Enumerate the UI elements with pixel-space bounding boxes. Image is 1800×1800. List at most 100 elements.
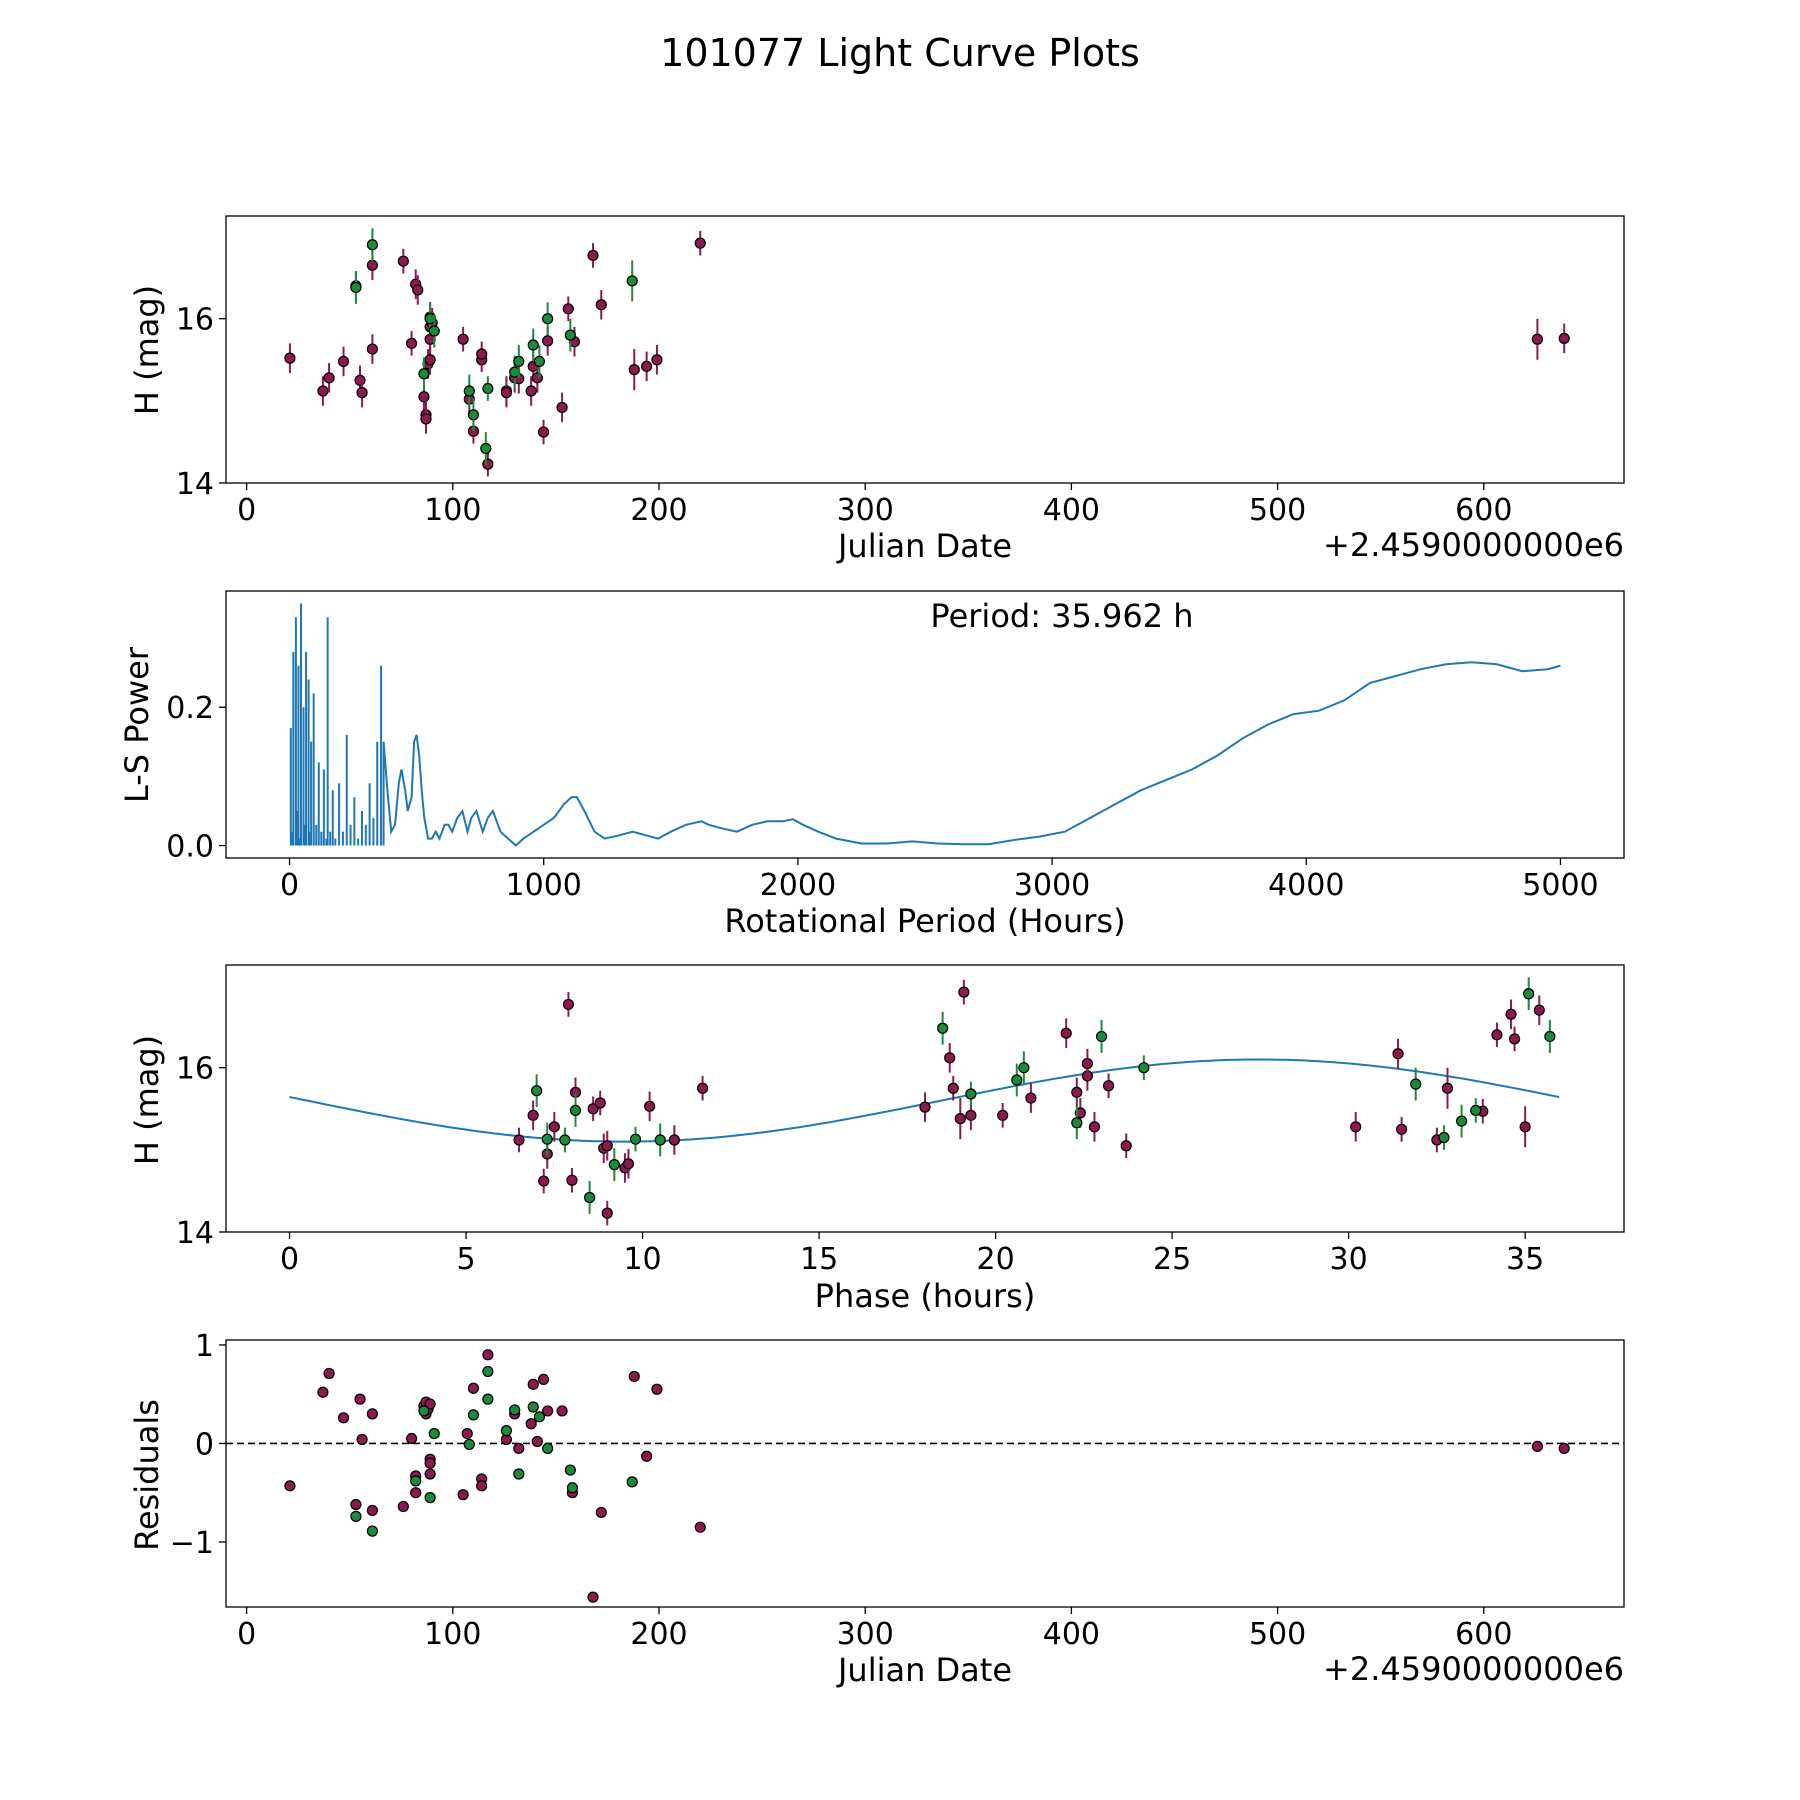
residuals-point (1558, 1442, 1570, 1454)
lightcurve-xtick-label: 500 (1249, 493, 1306, 528)
phase-xtick-label: 0 (280, 1242, 299, 1277)
lightcurve-plot-area (284, 228, 1570, 477)
phase-xtick-label: 30 (1330, 1242, 1368, 1277)
residuals-point (350, 1510, 362, 1522)
residuals-point (694, 1521, 706, 1533)
phase-point (1060, 1027, 1072, 1039)
phase-point (965, 1109, 977, 1121)
lightcurve-point (420, 413, 432, 425)
residuals-point (533, 1411, 546, 1423)
lightcurve-point (356, 387, 368, 399)
residuals-point (482, 1349, 494, 1361)
periodogram-ytick-label: 0.2 (166, 691, 214, 726)
residuals-point (527, 1401, 539, 1413)
residuals-point (424, 1468, 436, 1480)
residuals-ticks: 0 100 200 300 400 500 600 −1 0 1 (170, 1329, 1513, 1652)
lightcurve-xlabel: Julian Date (836, 527, 1012, 565)
residuals-point (463, 1438, 475, 1451)
phase-point (569, 1104, 582, 1117)
residuals-point (337, 1412, 350, 1424)
phase-point (954, 1113, 966, 1125)
lightcurve-point (397, 255, 409, 267)
phase-point (629, 1133, 642, 1145)
lightcurve-point (525, 385, 537, 397)
phase-plot-area (289, 977, 1560, 1226)
lightcurve-frame (225, 215, 1625, 484)
residuals-point (467, 1382, 480, 1394)
residuals-point (628, 1370, 640, 1383)
phase-point (937, 1022, 949, 1034)
lightcurve-point (317, 385, 329, 397)
phase-point (548, 1121, 560, 1133)
periodogram-frame (225, 590, 1625, 859)
residuals-point (467, 1409, 480, 1421)
residuals-point (542, 1405, 554, 1417)
lightcurve-ylabel: H (mag) (128, 285, 166, 415)
residuals-xlabel: Julian Date (836, 1651, 1012, 1689)
phase-point (559, 1134, 571, 1146)
residuals-point (482, 1365, 494, 1378)
phase-point (1138, 1062, 1150, 1074)
residuals-ytick-label: −1 (170, 1526, 214, 1561)
periodogram-xlabel: Rotational Period (Hours) (724, 902, 1125, 940)
lightcurve-xtick-label: 600 (1455, 493, 1512, 528)
phase-point (587, 1103, 599, 1115)
lightcurve-point (537, 426, 550, 438)
lightcurve-offset-label: +2.4590000000e6 (1323, 526, 1624, 564)
lightcurve-point (1531, 333, 1543, 345)
residuals-point (428, 1427, 440, 1440)
phase-point (1523, 988, 1535, 1000)
phase-point (1519, 1121, 1531, 1133)
lightcurve-point (500, 387, 513, 399)
phase-point (644, 1100, 656, 1112)
lightcurve-ytick-label: 16 (176, 303, 214, 338)
residuals-point (537, 1373, 550, 1386)
periodogram-panel: 0 1000 2000 3000 4000 5000 0.0 0.2 Rotational P… (118, 590, 1625, 940)
phase-point (562, 998, 575, 1011)
lightcurve-point (463, 385, 475, 397)
residuals-point (366, 1408, 378, 1420)
phase-point (1018, 1062, 1030, 1074)
phase-frame (225, 964, 1625, 1233)
phase-point (1505, 1008, 1517, 1020)
residuals-point (317, 1386, 329, 1398)
periodogram-xtick-label: 0 (280, 868, 299, 903)
lightcurve-xtick-label: 400 (1043, 493, 1100, 528)
residuals-point (424, 1398, 436, 1410)
lightcurve-point (556, 401, 568, 414)
phase-point (1544, 1030, 1556, 1043)
periodogram-marks (289, 603, 1561, 847)
residuals-point (323, 1367, 335, 1380)
lightcurve-xtick-label: 0 (237, 493, 256, 528)
residuals-point (1531, 1440, 1543, 1453)
phase-point (1392, 1048, 1404, 1060)
residuals-point (424, 1492, 436, 1504)
lightcurve-point (533, 355, 546, 368)
phase-point (1350, 1121, 1362, 1133)
lightcurve-xtick-label: 100 (424, 493, 481, 528)
residuals-point (651, 1383, 663, 1395)
phase-xtick-label: 10 (623, 1242, 661, 1277)
periodogram-xtick-label: 1000 (506, 868, 582, 903)
residuals-point (366, 1504, 378, 1517)
lightcurve-point (513, 355, 525, 368)
lightcurve-point (480, 442, 492, 455)
phase-point (1410, 1078, 1422, 1090)
lightcurve-point (323, 372, 335, 384)
residuals-frame (225, 1339, 1625, 1608)
lightcurve-point (482, 458, 494, 470)
phase-point (1011, 1074, 1023, 1086)
lightcurve-point (562, 303, 574, 315)
lightcurve-point (424, 354, 436, 366)
periodogram-ytick-label: 0.0 (166, 830, 214, 865)
residuals-point (595, 1506, 607, 1519)
residuals-point (566, 1482, 579, 1494)
phase-ytick-label: 14 (176, 1216, 214, 1251)
lightcurve-point (542, 335, 554, 347)
lightcurve-point (626, 275, 638, 287)
periodogram-ylabel: L-S Power (118, 646, 156, 803)
residuals-point (525, 1418, 537, 1430)
phase-point (1395, 1123, 1408, 1135)
lightcurve-point (412, 284, 424, 296)
phase-point (566, 1174, 578, 1186)
